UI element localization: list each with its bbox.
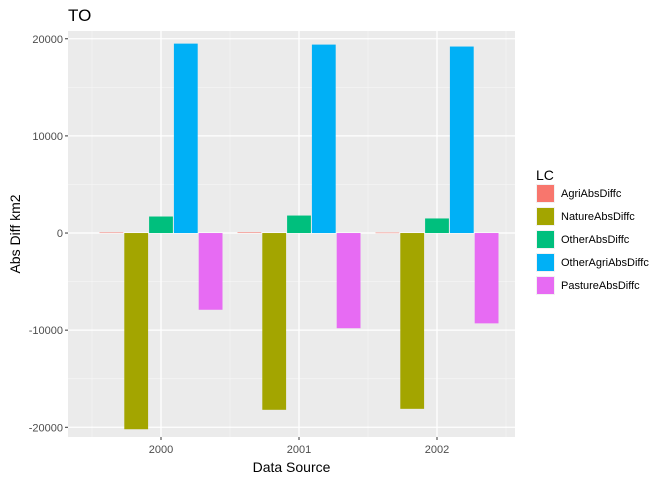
legend-label: OtherAgriAbsDiffc [561,257,649,269]
chart-title: TO [68,6,91,25]
y-axis: -20000 -10000 0 10000 20000 [29,34,68,434]
legend: LC AgriAbsDiffc NatureAbsDiffc OtherAbsDif… [536,167,649,295]
legend-swatch [537,254,554,271]
bar [237,232,262,234]
bar [425,218,449,234]
y-tick-label: -20000 [29,422,63,434]
x-axis: 2000 2001 2002 [149,437,449,456]
bar [474,233,499,324]
bar [375,232,400,234]
y-axis-title: Abs Diff km2 [7,194,23,273]
x-tick-label: 2002 [425,444,449,456]
legend-swatch [537,185,554,202]
bar [149,216,173,234]
bar [262,233,287,410]
legend-swatch [537,231,554,248]
x-axis-title: Data Source [253,459,331,475]
bar [287,215,311,234]
bar [198,233,223,310]
legend-label: PastureAbsDiffc [561,280,640,292]
x-tick-label: 2001 [287,444,311,456]
y-tick-label: 0 [57,228,63,240]
legend-swatch [537,208,554,225]
legend-label: NatureAbsDiffc [561,211,635,223]
bar [173,43,198,234]
bar [400,233,425,409]
bar [124,233,149,430]
legend-title: LC [536,167,554,183]
x-tick-label: 2000 [149,444,173,456]
legend-label: OtherAbsDiffc [561,234,630,246]
legend-label: AgriAbsDiffc [561,188,622,200]
y-tick-label: 10000 [32,131,63,143]
legend-swatch [537,277,554,294]
bars [99,43,499,430]
bar [311,44,336,234]
y-tick-label: 20000 [32,34,63,46]
bar [99,232,124,234]
y-tick-label: -10000 [29,325,63,337]
bar [336,233,361,329]
bar [449,46,474,234]
